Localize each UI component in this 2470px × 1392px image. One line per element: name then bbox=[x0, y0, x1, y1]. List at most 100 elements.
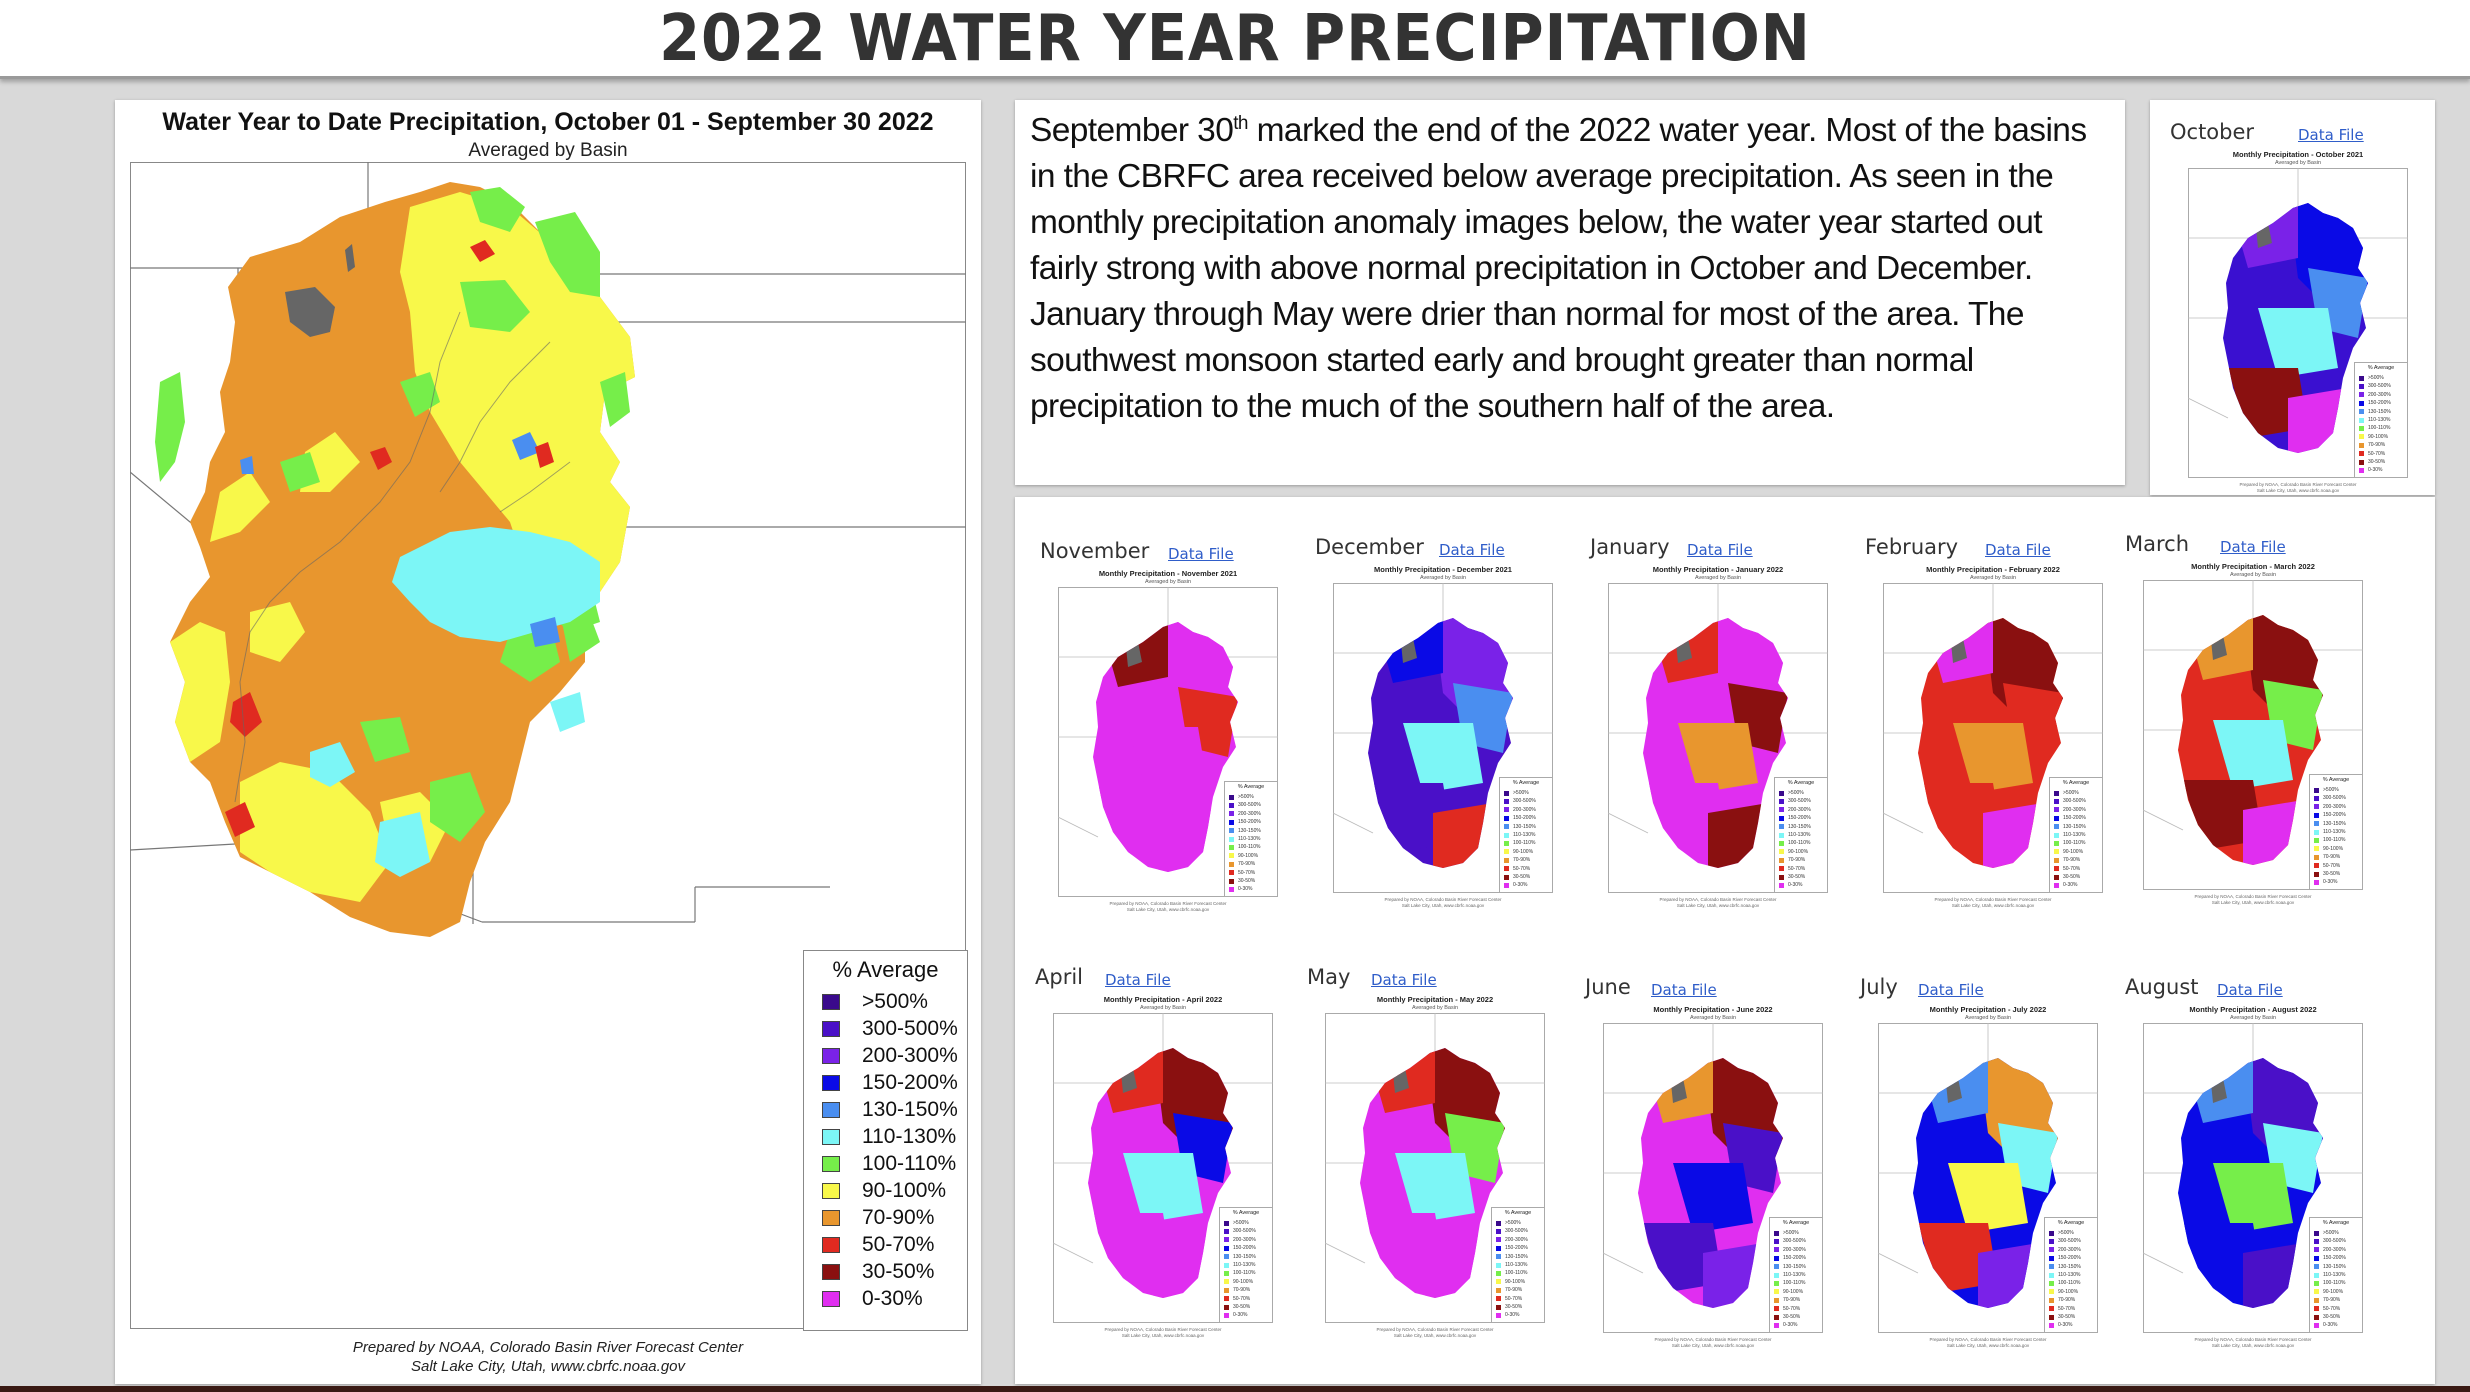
thumbnail-legend-item: 200-300% bbox=[2314, 803, 2346, 811]
footer-line-2: Salt Lake City, Utah, www.cbrfc.noaa.gov bbox=[1671, 1343, 1755, 1348]
data-file-link[interactable]: Data File bbox=[2220, 538, 2286, 556]
data-file-link[interactable]: Data File bbox=[1371, 971, 1437, 989]
legend-swatch bbox=[1504, 832, 1509, 838]
legend-label: 30-50% bbox=[2368, 459, 2386, 465]
thumbnail-legend-item: 150-200% bbox=[1496, 1244, 1528, 1252]
data-file-link[interactable]: Data File bbox=[1985, 541, 2051, 559]
legend-label: 130-150% bbox=[2058, 1263, 2081, 1270]
thumbnail-legend-item: 50-70% bbox=[1779, 865, 1805, 873]
legend-label: 90-100% bbox=[2323, 1288, 2344, 1295]
thumbnail-footer: Prepared by NOAA, Colorado Basin River F… bbox=[1047, 1327, 1279, 1339]
legend-item: 100-110% bbox=[822, 1152, 956, 1175]
legend-swatch bbox=[1779, 857, 1784, 863]
month-panel-october: October Data File Monthly Precipitation - … bbox=[2170, 120, 2420, 520]
thumbnail-legend-title: % Average bbox=[2367, 365, 2395, 371]
legend-swatch bbox=[822, 1210, 840, 1226]
map-region-130-150 bbox=[530, 617, 560, 647]
data-file-link[interactable]: Data File bbox=[1687, 541, 1753, 559]
data-file-link[interactable]: Data File bbox=[2298, 126, 2364, 144]
legend-label: 50-70% bbox=[2323, 1305, 2341, 1312]
thumbnail-legend-item: >500% bbox=[2314, 786, 2339, 794]
thumbnail-legend: % Average >500% 300-500% 200-300% 150-200% 13… bbox=[2309, 1217, 2362, 1332]
legend-label: 100-110% bbox=[2058, 1280, 2081, 1287]
thumbnail-title: Monthly Precipitation - March 2022 bbox=[2191, 562, 2315, 571]
legend-swatch bbox=[1496, 1304, 1501, 1310]
legend-swatch bbox=[822, 1048, 840, 1064]
map-lakes bbox=[285, 244, 355, 337]
thumbnail-legend-item: >500% bbox=[2049, 1229, 2074, 1237]
legend-label: 30-50% bbox=[2323, 1314, 2341, 1320]
legend-swatch bbox=[1774, 1280, 1779, 1286]
data-file-link[interactable]: Data File bbox=[1918, 981, 1984, 999]
data-file-link[interactable]: Data File bbox=[1105, 971, 1171, 989]
legend-swatch bbox=[1229, 794, 1234, 800]
thumbnail-legend-item: 200-300% bbox=[2359, 391, 2391, 399]
legend-swatch bbox=[1496, 1287, 1501, 1293]
thumbnail-legend-item: 300-500% bbox=[2054, 797, 2086, 805]
thumbnail-legend-item: 100-110% bbox=[1224, 1269, 1255, 1277]
thumbnail-legend-title: % Average bbox=[1787, 780, 1815, 786]
footer-line-1: Prepared by NOAA, Colorado Basin River F… bbox=[2194, 894, 2312, 899]
thumbnail-legend-item: 50-70% bbox=[2054, 865, 2080, 873]
legend-label: 70-90% bbox=[1233, 1287, 1251, 1294]
data-file-link[interactable]: Data File bbox=[1439, 541, 1505, 559]
main-map-legend: % Average >500% 300-500% 200-300% 150-200% 1… bbox=[803, 950, 968, 1331]
legend-label: 130-150% bbox=[862, 1098, 958, 1121]
legend-label: 300-500% bbox=[1788, 798, 1811, 805]
legend-label: 110-130% bbox=[862, 1125, 957, 1148]
legend-label: 150-200% bbox=[2323, 812, 2346, 819]
legend-swatch bbox=[2359, 459, 2364, 465]
legend-swatch bbox=[1224, 1279, 1229, 1285]
legend-label: 100-110% bbox=[1788, 840, 1811, 847]
thumbnail-legend-title: % Average bbox=[1232, 1210, 1260, 1216]
legend-label: 50-70% bbox=[1783, 1305, 1801, 1312]
legend-swatch bbox=[2359, 442, 2364, 448]
legend-item: 200-300% bbox=[822, 1044, 958, 1067]
legend-swatch bbox=[2314, 1314, 2319, 1320]
legend-label: 30-50% bbox=[1505, 1304, 1523, 1310]
thumbnail-legend-item: 100-110% bbox=[2054, 839, 2085, 847]
thumbnail-legend-item: 70-90% bbox=[1224, 1286, 1250, 1294]
thumbnail-footer: Prepared by NOAA, Colorado Basin River F… bbox=[1052, 901, 1284, 913]
legend-swatch bbox=[2314, 804, 2319, 810]
thumbnail-legend-item: 50-70% bbox=[2359, 450, 2385, 458]
legend-label: 90-100% bbox=[1513, 848, 1534, 855]
legend-swatch bbox=[1229, 886, 1234, 892]
legend-swatch bbox=[2049, 1314, 2054, 1320]
thumbnail-legend-item: 0-30% bbox=[2049, 1321, 2072, 1329]
legend-swatch bbox=[2314, 1289, 2319, 1295]
legend-swatch bbox=[2054, 824, 2059, 830]
legend-label: 110-130% bbox=[2323, 829, 2346, 835]
legend-label: 90-100% bbox=[1238, 852, 1259, 859]
thumbnail-title: Monthly Precipitation - May 2022 bbox=[1376, 995, 1494, 1004]
thumbnail-legend-item: 130-150% bbox=[1779, 823, 1811, 831]
thumbnail-map bbox=[2188, 168, 2408, 478]
thumbnail-legend-item: 130-150% bbox=[2054, 823, 2086, 831]
monthly-map-thumbnail: Monthly Precipitation - February 2022 Ave… bbox=[1877, 565, 2109, 925]
legend-label: 0-30% bbox=[1783, 1322, 1798, 1329]
data-file-link[interactable]: Data File bbox=[2217, 981, 2283, 999]
legend-swatch bbox=[1779, 815, 1784, 821]
legend-label: 70-90% bbox=[2323, 854, 2341, 861]
legend-label: 130-150% bbox=[1238, 827, 1261, 834]
monthly-map-thumbnail: Monthly Precipitation - May 2022 Averaged… bbox=[1319, 995, 1551, 1355]
data-file-link[interactable]: Data File bbox=[1651, 981, 1717, 999]
legend-swatch bbox=[2049, 1264, 2054, 1270]
data-file-link[interactable]: Data File bbox=[1168, 545, 1234, 563]
thumbnail-title: Monthly Precipitation - February 2022 bbox=[1926, 565, 2060, 574]
thumbnail-legend-item: 50-70% bbox=[1224, 1295, 1250, 1303]
thumbnail-legend-item: >500% bbox=[1774, 1229, 1799, 1237]
thumbnail-legend-item: 100-110% bbox=[1779, 839, 1810, 847]
legend-label: 110-130% bbox=[1513, 832, 1536, 838]
legend-label: 50-70% bbox=[1238, 869, 1256, 876]
legend-label: 100-110% bbox=[2323, 1280, 2346, 1287]
thumbnail-legend-item: 90-100% bbox=[1224, 1278, 1253, 1286]
legend-label: 30-50% bbox=[1783, 1314, 1801, 1320]
legend-swatch bbox=[1496, 1262, 1501, 1268]
thumbnail-legend-item: 0-30% bbox=[1224, 1311, 1247, 1319]
legend-swatch bbox=[1774, 1289, 1779, 1295]
legend-label: 130-150% bbox=[1788, 823, 1811, 830]
month-panel-march: March Data File Monthly Precipitation - Ma… bbox=[2125, 532, 2375, 932]
legend-swatch bbox=[1774, 1264, 1779, 1270]
legend-swatch bbox=[2314, 1306, 2319, 1312]
